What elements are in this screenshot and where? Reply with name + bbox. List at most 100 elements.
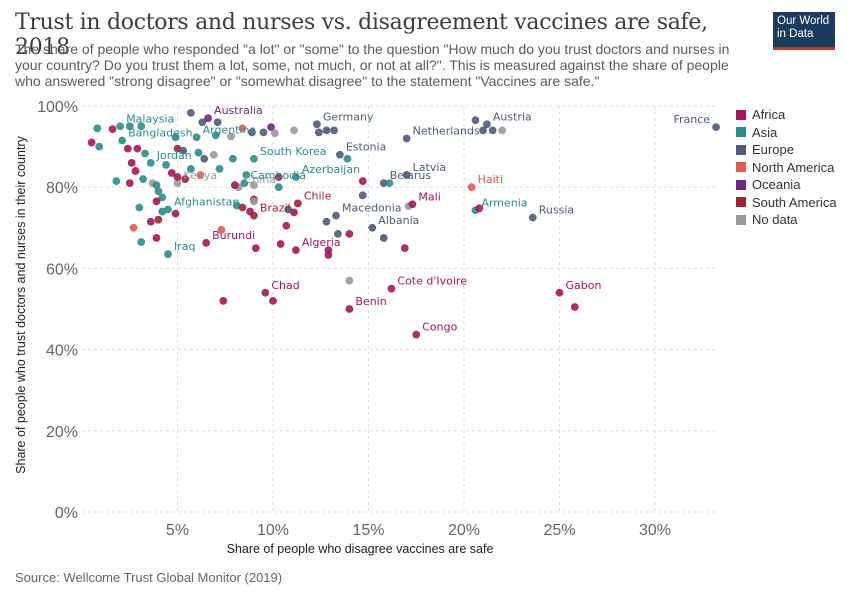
data-point[interactable] [271,129,279,138]
data-point[interactable] [202,238,211,247]
data-point[interactable] [118,136,127,145]
data-point[interactable] [135,203,144,212]
data-point[interactable] [387,284,396,293]
data-point[interactable] [139,175,148,183]
legend-item[interactable]: North America [736,159,837,177]
data-point[interactable] [379,234,388,242]
data-point[interactable] [238,203,247,212]
data-point[interactable] [242,171,251,179]
data-point[interactable] [274,173,283,181]
legend-item[interactable]: No data [736,211,837,229]
data-point[interactable] [498,126,507,135]
data-point[interactable] [267,123,275,132]
data-point[interactable] [219,296,228,305]
legend-item[interactable]: Asia [736,124,837,142]
data-point[interactable] [528,213,537,222]
data-point[interactable] [154,187,163,196]
legend-item[interactable]: Europe [736,141,837,159]
data-point[interactable] [249,197,258,206]
data-point[interactable] [192,133,201,142]
data-point[interactable] [112,177,121,186]
data-point[interactable] [173,173,182,181]
data-point[interactable] [385,179,394,188]
data-point[interactable] [343,154,352,163]
data-point[interactable] [171,209,180,218]
data-point[interactable] [125,122,134,131]
data-point[interactable] [322,126,331,135]
data-point[interactable] [475,204,484,213]
data-point[interactable] [230,181,239,190]
data-point[interactable] [95,142,104,151]
data-point[interactable] [227,132,235,141]
data-point[interactable] [133,144,142,153]
data-point[interactable] [400,244,409,253]
data-point[interactable] [152,181,161,190]
data-point[interactable] [164,250,172,259]
data-point[interactable] [284,205,293,214]
data-point[interactable] [137,122,146,131]
data-point[interactable] [146,158,155,167]
data-point[interactable] [322,217,331,226]
data-point[interactable] [368,223,377,232]
data-point[interactable] [162,160,170,169]
data-point[interactable] [479,126,487,135]
data-point[interactable] [345,229,354,238]
data-point[interactable] [313,120,321,129]
data-point[interactable] [292,246,300,255]
data-point[interactable] [293,199,302,208]
data-point[interactable] [108,125,117,134]
data-point[interactable] [87,138,96,147]
data-point[interactable] [274,183,283,192]
data-point[interactable] [213,118,222,127]
data-point[interactable] [173,179,182,188]
data-point[interactable] [412,330,421,339]
data-point[interactable] [129,223,138,232]
data-point[interactable] [240,179,249,188]
data-point[interactable] [152,197,161,206]
data-point[interactable] [259,128,268,137]
data-point[interactable] [402,134,411,143]
data-point[interactable] [358,177,367,186]
data-point[interactable] [248,128,256,137]
data-point[interactable] [330,126,339,135]
data-point[interactable] [215,165,224,173]
data-point[interactable] [116,122,125,131]
data-point[interactable] [345,305,354,313]
data-point[interactable] [402,171,411,179]
owid-logo[interactable]: Our World in Data [773,12,835,50]
data-point[interactable] [196,171,205,179]
data-point[interactable] [335,150,344,159]
data-point[interactable] [198,118,207,127]
legend-item[interactable]: Oceania [736,176,837,194]
data-point[interactable] [171,133,180,142]
data-point[interactable] [125,179,134,188]
data-point[interactable] [211,131,220,140]
data-point[interactable] [483,120,491,129]
data-point[interactable] [249,154,258,163]
data-point[interactable] [123,144,132,153]
data-point[interactable] [167,169,176,177]
data-point[interactable] [358,191,367,200]
data-point[interactable] [181,175,190,183]
data-point[interactable] [712,123,720,132]
data-point[interactable] [249,181,258,190]
data-point[interactable] [228,154,237,163]
data-point[interactable] [332,211,340,220]
data-point[interactable] [555,288,564,297]
data-point[interactable] [238,124,247,133]
legend-item[interactable]: Africa [736,106,837,124]
legend-item[interactable]: South America [736,194,837,212]
data-point[interactable] [471,116,480,125]
data-point[interactable] [146,217,155,226]
data-point[interactable] [324,251,333,259]
data-point[interactable] [467,183,476,192]
data-point[interactable] [127,158,136,167]
data-point[interactable] [290,126,298,135]
data-point[interactable] [158,207,167,216]
data-point[interactable] [570,303,579,311]
data-point[interactable] [152,234,161,242]
data-point[interactable] [408,200,417,209]
data-point[interactable] [158,193,167,202]
data-point[interactable] [200,154,209,163]
data-point[interactable] [345,276,354,285]
